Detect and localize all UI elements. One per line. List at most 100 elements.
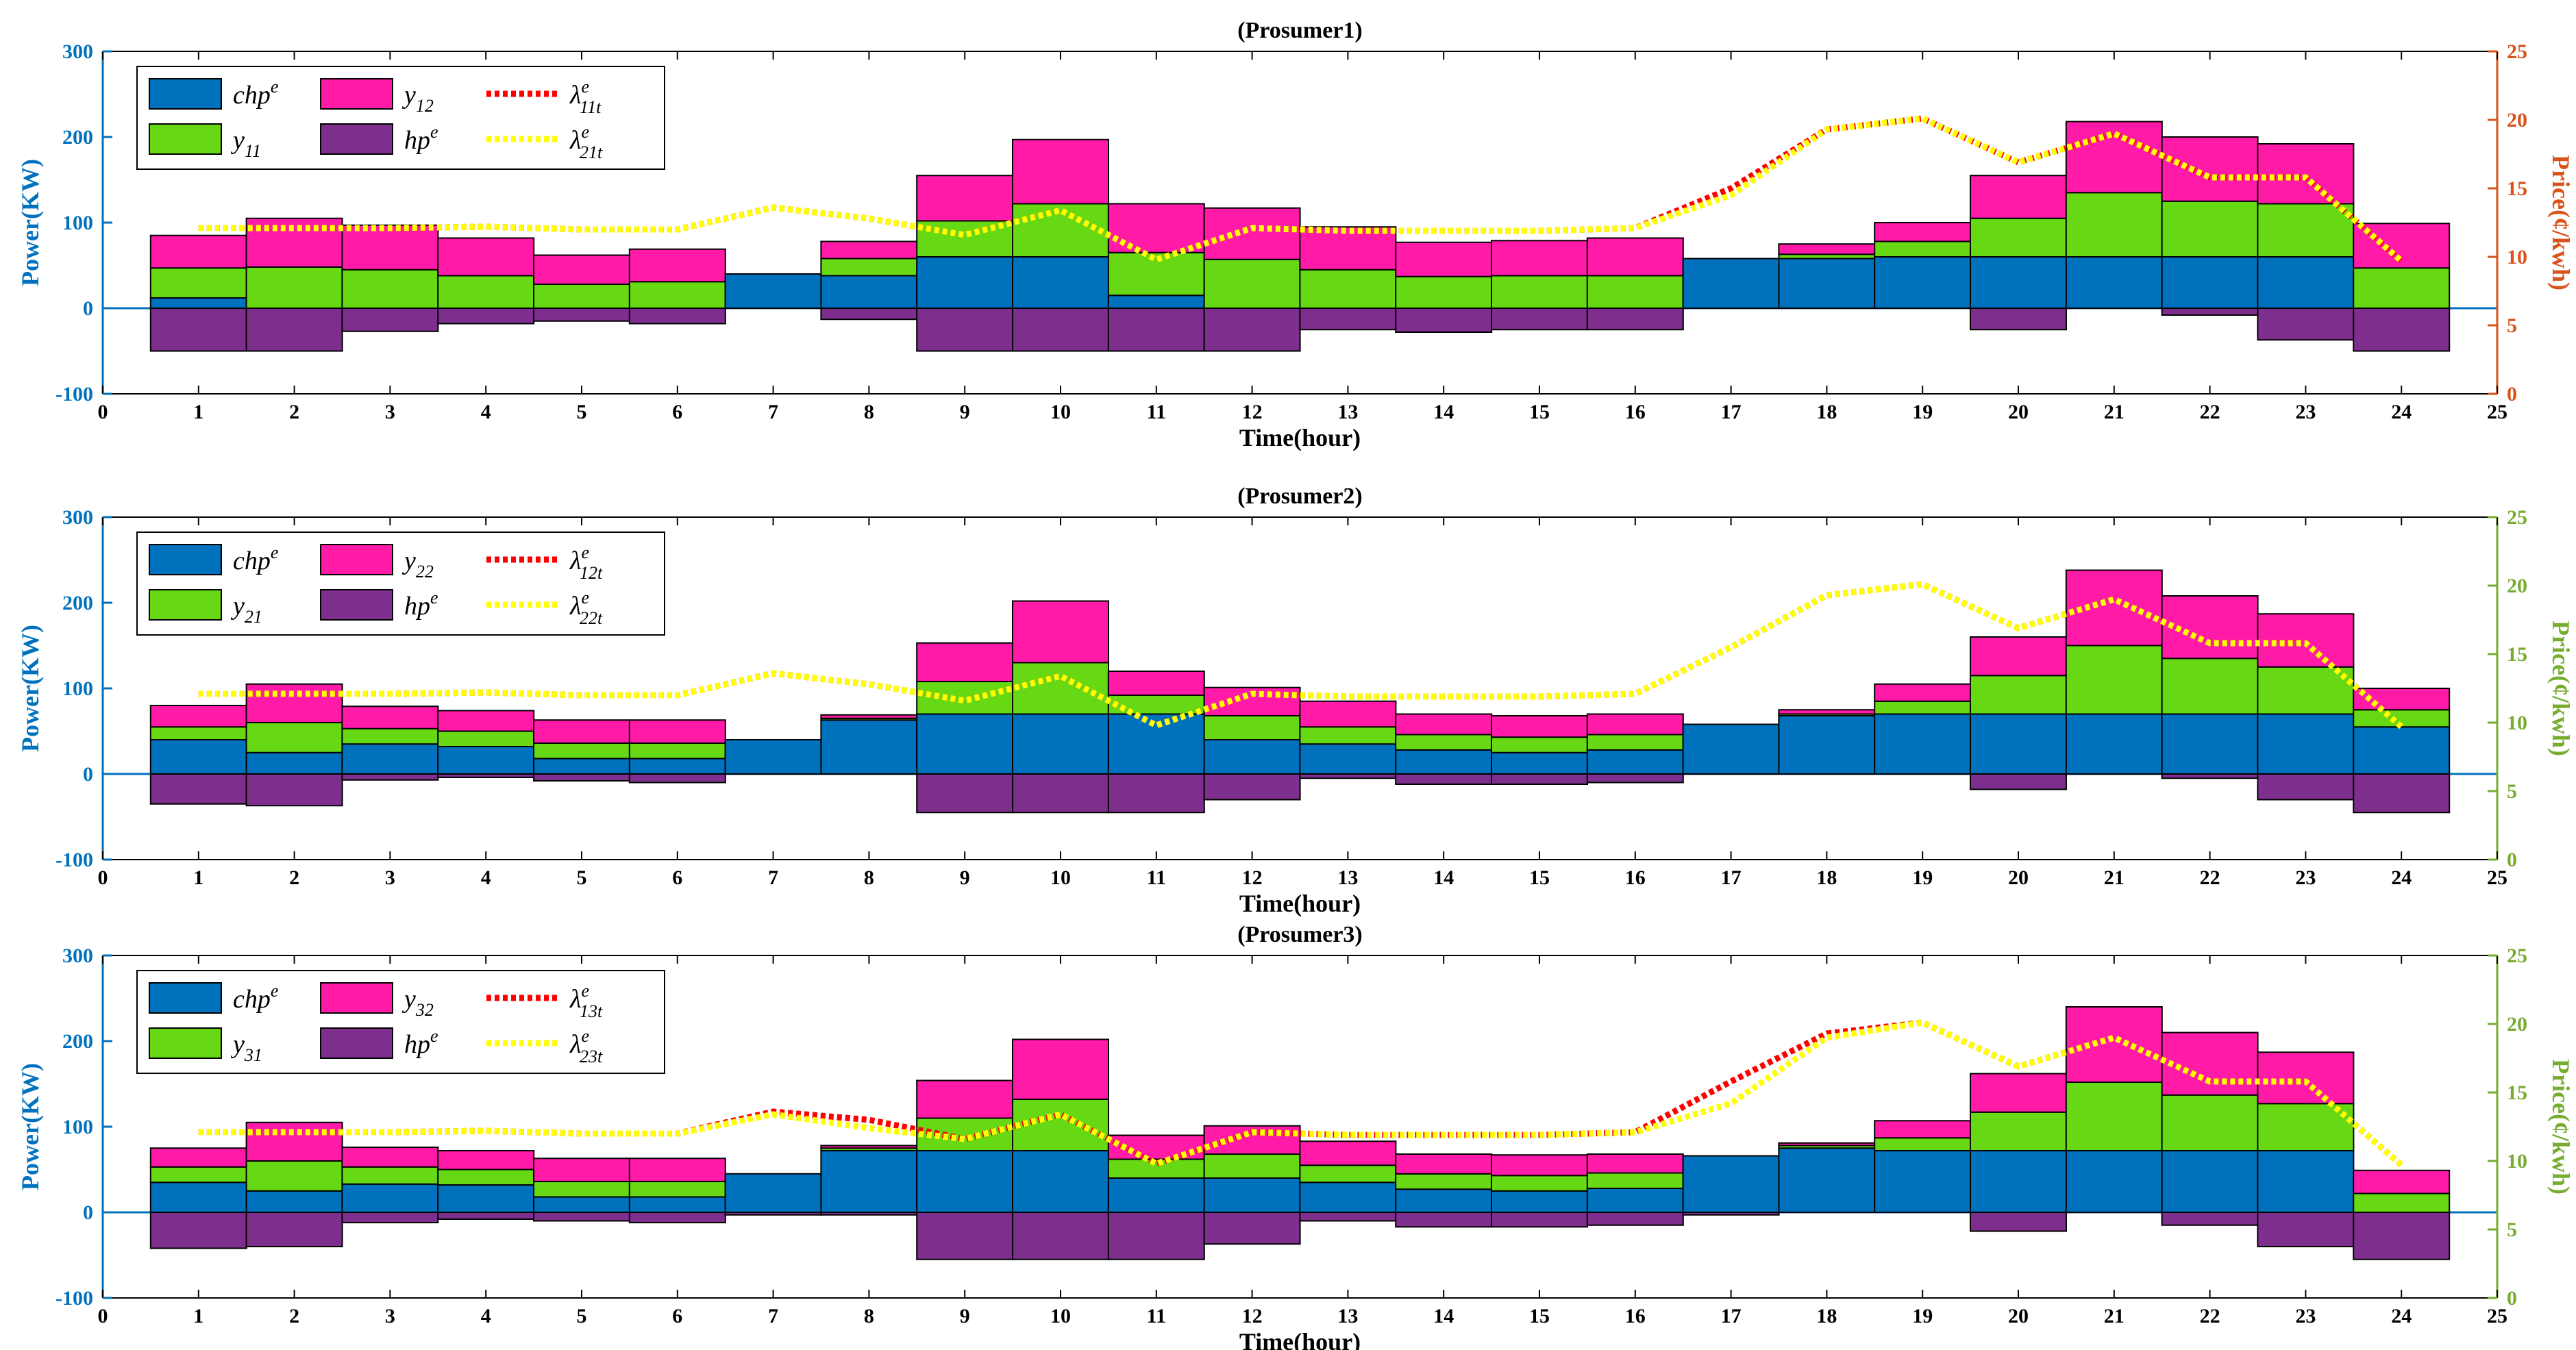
y2-axis-label: Price(¢/kwh) xyxy=(2547,1059,2575,1195)
x-tick-label: 18 xyxy=(1816,866,1837,889)
bar-chp-hour-11 xyxy=(1107,295,1205,309)
bar-y_other-hour-4 xyxy=(437,1150,535,1171)
y-tick-label: 300 xyxy=(62,945,93,967)
legend-label-sub: 21t xyxy=(580,142,603,162)
legend-label-sup: e xyxy=(271,77,279,97)
chart-panel-3: (Prosumer3)0 1 2 3 4 5 6 7 8 9 10 11 12 13 14 15 16 17 18 1… xyxy=(16,922,2575,1350)
y2-tick-label: 10 xyxy=(2507,246,2527,268)
bar-hp-hour-3 xyxy=(341,773,439,781)
bar-chp-hour-13 xyxy=(1299,1182,1397,1213)
legend-label-y_own: y11 xyxy=(230,126,261,161)
legend-label-lambda2: λe 22t xyxy=(569,588,603,628)
bar-y_other-hour-8 xyxy=(820,240,918,260)
legend-swatch-y_own xyxy=(149,123,222,155)
bar-y_own-hour-19 xyxy=(1874,700,1972,715)
bar-chp-hour-7 xyxy=(724,739,822,775)
bar-y_own-hour-6 xyxy=(628,1181,726,1198)
bar-chp-hour-12 xyxy=(1203,739,1301,775)
bar-hp-hour-5 xyxy=(533,773,630,782)
bar-y_other-hour-18 xyxy=(1778,243,1876,255)
bar-y_other-hour-4 xyxy=(437,710,535,732)
legend-label-sup: e xyxy=(581,1026,589,1046)
bar-hp-hour-22 xyxy=(2161,773,2259,779)
bar-y_own-hour-21 xyxy=(2065,192,2163,258)
x-tick-label: 19 xyxy=(1912,401,1933,423)
bar-hp-hour-6 xyxy=(628,773,726,784)
legend-box xyxy=(136,532,665,636)
bar-y_other-hour-2 xyxy=(245,1121,343,1162)
line-lambda2 xyxy=(198,581,2404,729)
x-tick-label: 24 xyxy=(2391,401,2412,423)
legend-swatch-y_own xyxy=(149,1027,222,1059)
x-tick-label: 3 xyxy=(385,1305,395,1327)
chart-title: (Prosumer1) xyxy=(1237,18,1363,43)
bar-y_other-hour-16 xyxy=(1586,237,1684,277)
y2-tick-label: 15 xyxy=(2507,1082,2527,1104)
bar-hp-hour-14 xyxy=(1395,308,1493,333)
bar-hp-hour-12 xyxy=(1203,1212,1301,1245)
x-tick-label: 12 xyxy=(1242,866,1263,889)
bar-y_own-hour-21 xyxy=(2065,645,2163,715)
bar-y_other-hour-15 xyxy=(1491,1154,1588,1177)
bar-y_other-hour-3 xyxy=(341,705,439,729)
legend-label-sub: 31 xyxy=(244,1045,262,1065)
y-tick-label: 200 xyxy=(62,592,93,614)
bar-hp-hour-22 xyxy=(2161,308,2259,316)
bar-hp-hour-16 xyxy=(1586,773,1684,784)
bar-y_own-hour-16 xyxy=(1586,1172,1684,1189)
y2-tick-label: 10 xyxy=(2507,1150,2527,1173)
line-lambda2 xyxy=(198,1019,2404,1168)
bar-hp-hour-20 xyxy=(1970,1212,2067,1232)
legend-label-sub: 13t xyxy=(580,1001,603,1021)
bar-chp-hour-15 xyxy=(1491,751,1588,775)
bar-hp-hour-24 xyxy=(2353,773,2451,814)
legend-label-y_own: y21 xyxy=(230,592,262,627)
bar-hp-hour-13 xyxy=(1299,1212,1397,1222)
bar-y_other-hour-20 xyxy=(1970,175,2067,219)
bar-y_other-hour-16 xyxy=(1586,1153,1684,1174)
x-tick-label: 7 xyxy=(768,401,778,423)
bar-y_own-hour-20 xyxy=(1970,675,2067,715)
bar-y_own-hour-3 xyxy=(341,727,439,745)
legend-label-sup: e xyxy=(271,542,279,562)
bar-hp-hour-9 xyxy=(916,308,1014,352)
bar-chp-hour-21 xyxy=(2065,713,2163,775)
legend-label-lambda2: λe 23t xyxy=(569,1026,603,1066)
x-tick-label: 2 xyxy=(289,866,299,889)
legend-swatch-y_other xyxy=(320,982,393,1014)
legend-label-y_own: y31 xyxy=(230,1030,262,1065)
chart-title: (Prosumer2) xyxy=(1237,484,1363,509)
x-tick-label: 12 xyxy=(1242,401,1263,423)
legend-label-chp: chpe xyxy=(233,542,278,575)
bar-hp-hour-6 xyxy=(628,1212,726,1223)
y2-tick-label: 15 xyxy=(2507,177,2527,200)
bar-chp-hour-20 xyxy=(1970,713,2067,775)
bar-y_own-hour-2 xyxy=(245,1160,343,1192)
bar-y_other-hour-16 xyxy=(1586,713,1684,736)
bar-y_own-hour-9 xyxy=(916,681,1014,715)
y-tick-label: 0 xyxy=(83,763,93,786)
y2-tick-label: 5 xyxy=(2507,314,2517,337)
bar-chp-hour-4 xyxy=(437,746,535,775)
bar-chp-hour-22 xyxy=(2161,256,2259,309)
chart-panel-1: (Prosumer1)0 1 2 3 4 5 6 7 8 9 10 11 12 13 14 15 16 17 18 1… xyxy=(16,18,2575,451)
bar-y_own-hour-11 xyxy=(1107,695,1205,715)
bar-y_other-hour-5 xyxy=(533,719,630,744)
x-tick-label: 8 xyxy=(864,1305,874,1327)
bar-chp-hour-14 xyxy=(1395,1188,1493,1213)
legend-label-sub: 12t xyxy=(580,563,603,583)
bar-y_own-hour-9 xyxy=(916,220,1014,258)
bar-chp-hour-3 xyxy=(341,743,439,775)
x-tick-label: 13 xyxy=(1337,1305,1358,1327)
bar-hp-hour-8 xyxy=(820,308,918,321)
x-tick-label: 15 xyxy=(1529,1305,1550,1327)
y-axis-label: Power(KW) xyxy=(16,159,44,286)
bar-hp-hour-12 xyxy=(1203,773,1301,801)
legend-label-lambda2: λe 21t xyxy=(569,122,603,162)
bar-chp-hour-17 xyxy=(1682,1155,1780,1213)
bar-y_own-hour-14 xyxy=(1395,275,1493,309)
legend-label-base: λ xyxy=(569,81,581,110)
legend-label-base: λ xyxy=(569,1030,581,1059)
bar-y_own-hour-23 xyxy=(2257,666,2355,715)
